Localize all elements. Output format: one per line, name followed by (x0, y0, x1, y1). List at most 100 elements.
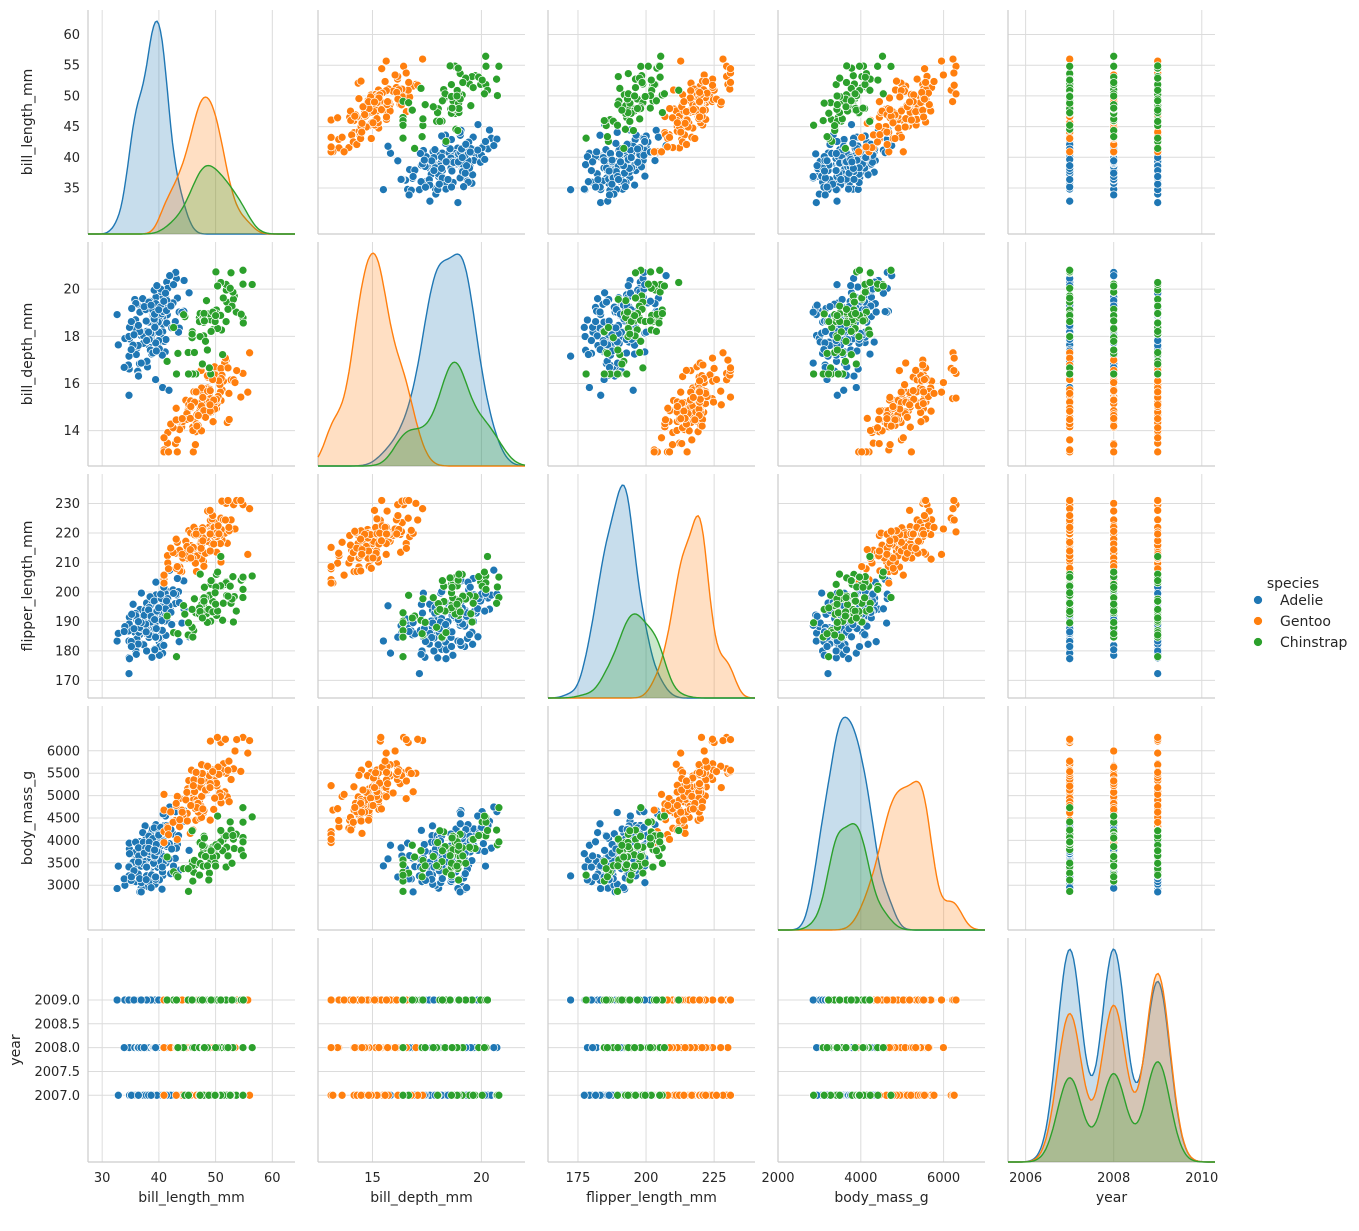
point-chinstrap (1109, 336, 1119, 346)
point-gentoo (339, 790, 349, 799)
point-adelie (1109, 168, 1119, 178)
ytick-label: 35 (63, 181, 80, 196)
point-gentoo (224, 797, 234, 807)
point-gentoo (695, 376, 704, 386)
ytick-label: 50 (63, 89, 80, 104)
point-adelie (831, 646, 841, 656)
point-adelie (162, 596, 171, 606)
point-chinstrap (652, 327, 661, 336)
point-gentoo (177, 549, 187, 559)
point-chinstrap (202, 296, 211, 306)
point-adelie (379, 861, 388, 871)
point-gentoo (406, 526, 416, 535)
point-gentoo (888, 118, 898, 128)
point-chinstrap (218, 293, 228, 303)
point-chinstrap (822, 629, 832, 639)
point-gentoo (406, 769, 416, 778)
point-gentoo (366, 134, 376, 143)
point-gentoo (900, 122, 910, 132)
point-chinstrap (1153, 105, 1163, 115)
point-chinstrap (854, 332, 864, 341)
point-chinstrap (453, 126, 463, 135)
point-chinstrap (1109, 103, 1119, 113)
point-gentoo (326, 543, 336, 552)
point-gentoo (890, 134, 900, 143)
point-adelie (124, 669, 134, 678)
point-gentoo (1109, 506, 1119, 516)
point-gentoo (377, 105, 386, 115)
point-chinstrap (420, 618, 430, 627)
point-gentoo (882, 414, 892, 424)
point-gentoo (895, 92, 905, 102)
point-gentoo (371, 768, 380, 778)
point-chinstrap (623, 307, 632, 317)
point-gentoo (159, 433, 169, 443)
point-adelie (396, 843, 406, 853)
point-adelie (1109, 190, 1119, 200)
point-chinstrap (417, 872, 427, 882)
point-chinstrap (865, 329, 875, 339)
point-gentoo (682, 366, 691, 375)
point-adelie (136, 358, 146, 368)
point-chinstrap (1109, 91, 1119, 101)
point-gentoo (687, 435, 697, 445)
point-gentoo (213, 733, 222, 742)
point-gentoo (403, 513, 413, 523)
point-adelie (1109, 271, 1119, 281)
point-gentoo (393, 767, 403, 776)
point-chinstrap (824, 652, 833, 662)
point-gentoo (1153, 414, 1163, 424)
point-gentoo (205, 783, 215, 792)
point-adelie (125, 849, 134, 859)
point-adelie (441, 157, 451, 167)
point-adelie (661, 271, 671, 281)
point-adelie (831, 166, 841, 175)
point-adelie (141, 627, 151, 637)
point-gentoo (413, 734, 423, 744)
point-gentoo (166, 807, 176, 817)
point-chinstrap (652, 96, 661, 106)
point-gentoo (226, 775, 236, 784)
point-gentoo (382, 768, 391, 777)
point-chinstrap (454, 875, 463, 885)
point-gentoo (885, 105, 895, 115)
point-gentoo (1065, 435, 1075, 445)
point-gentoo (854, 147, 864, 157)
point-chinstrap (229, 617, 238, 627)
point-chinstrap (860, 72, 870, 82)
point-chinstrap (621, 124, 630, 134)
point-chinstrap (1153, 85, 1163, 95)
point-adelie (822, 156, 832, 166)
point-gentoo (1109, 545, 1119, 555)
point-chinstrap (860, 593, 869, 603)
point-chinstrap (200, 833, 209, 843)
point-gentoo (1109, 147, 1119, 157)
kde-fill-adelie (88, 21, 295, 235)
point-gentoo (690, 134, 700, 143)
point-gentoo (381, 792, 391, 802)
point-gentoo (886, 526, 896, 536)
point-gentoo (1065, 134, 1075, 143)
point-gentoo (1153, 387, 1163, 397)
point-gentoo (392, 529, 402, 539)
point-adelie (822, 642, 832, 651)
point-adelie (863, 639, 873, 649)
point-gentoo (182, 787, 192, 797)
point-chinstrap (468, 598, 478, 608)
point-adelie (174, 637, 184, 647)
point-gentoo (172, 835, 182, 844)
point-adelie (846, 281, 856, 291)
point-gentoo (726, 363, 735, 373)
point-chinstrap (458, 78, 468, 87)
point-chinstrap (830, 630, 839, 640)
point-gentoo (223, 363, 233, 373)
point-chinstrap (199, 309, 209, 318)
point-gentoo (884, 578, 894, 588)
point-adelie (124, 390, 134, 400)
point-adelie (879, 604, 888, 614)
panel-flipper_length_mm-vs-body_mass_g (777, 474, 985, 699)
point-gentoo (368, 553, 378, 563)
point-adelie (125, 654, 134, 664)
point-chinstrap (1109, 51, 1119, 61)
